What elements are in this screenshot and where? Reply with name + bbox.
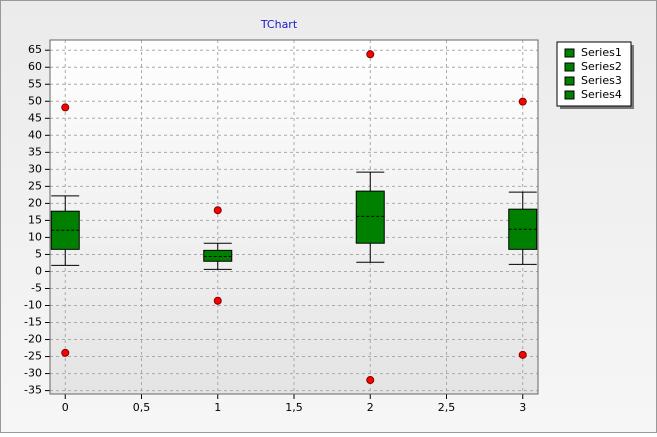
y-tick-label: 55 <box>28 77 42 90</box>
outlier <box>61 103 70 112</box>
x-tick-label: 0 <box>62 401 69 414</box>
x-tick-label: 3 <box>519 401 526 414</box>
y-tick-label: 5 <box>35 247 42 260</box>
legend-swatch <box>564 62 575 72</box>
y-tick-label: 50 <box>28 94 42 107</box>
outlier <box>366 50 375 59</box>
legend-label: Series1 <box>581 46 622 59</box>
y-tick-label: 10 <box>28 230 42 243</box>
y-tick-label: 40 <box>28 128 42 141</box>
plot-border <box>49 39 539 395</box>
y-tick-label: 35 <box>28 145 42 158</box>
legend-swatch <box>564 90 575 100</box>
legend-label: Series2 <box>581 60 622 73</box>
box <box>508 208 538 250</box>
outlier <box>518 350 527 359</box>
x-tick-label: 1 <box>214 401 221 414</box>
y-tick-label: -35 <box>24 384 42 397</box>
y-tick-label: -25 <box>24 350 42 363</box>
outlier <box>213 206 222 215</box>
y-tick-label: -30 <box>24 367 42 380</box>
box <box>203 249 233 262</box>
x-tick-label: 0,5 <box>133 401 151 414</box>
chart-title: TChart <box>260 18 298 31</box>
legend-swatch <box>564 76 575 86</box>
outlier <box>518 97 527 106</box>
y-tick-label: -5 <box>31 281 42 294</box>
legend-label: Series3 <box>581 74 622 87</box>
x-tick-label: 2 <box>367 401 374 414</box>
legend-label: Series4 <box>581 88 622 101</box>
outlier <box>366 376 375 385</box>
y-tick-label: 15 <box>28 213 42 226</box>
y-tick-label: 0 <box>35 264 42 277</box>
y-tick-label: -10 <box>24 299 42 312</box>
box <box>50 210 80 250</box>
y-tick-label: 60 <box>28 60 42 73</box>
x-tick-label: 1,5 <box>285 401 303 414</box>
y-tick-label: -15 <box>24 316 42 329</box>
outlier <box>213 296 222 305</box>
y-tick-label: 20 <box>28 196 42 209</box>
y-tick-label: -20 <box>24 333 42 346</box>
outlier <box>61 348 70 357</box>
x-tick-label: 2,5 <box>438 401 456 414</box>
y-tick-label: 45 <box>28 111 42 124</box>
box <box>355 190 385 244</box>
y-tick-label: 65 <box>28 43 42 56</box>
legend-swatch <box>564 48 575 58</box>
y-tick-label: 25 <box>28 179 42 192</box>
y-tick-label: 30 <box>28 162 42 175</box>
